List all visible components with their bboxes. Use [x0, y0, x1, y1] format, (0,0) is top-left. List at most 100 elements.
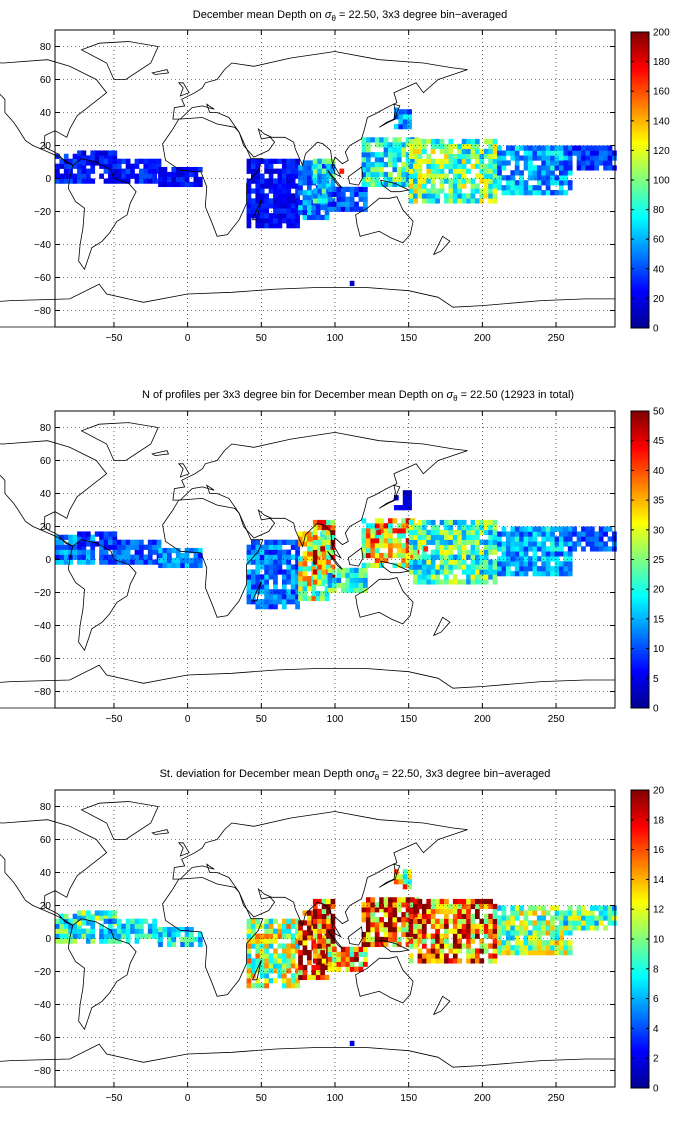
colorbar-tick-label: 8 — [653, 964, 659, 975]
data-cell — [483, 564, 489, 570]
data-cell — [264, 948, 269, 954]
data-cell — [541, 536, 547, 542]
data-cell — [461, 943, 467, 949]
data-cell — [388, 907, 393, 913]
data-cell — [475, 544, 480, 550]
y-tick-label: 40 — [40, 108, 52, 119]
data-cell — [536, 145, 542, 151]
data-cell — [321, 529, 327, 536]
data-cell — [536, 541, 542, 547]
data-cell — [103, 158, 109, 164]
data-cell — [554, 165, 560, 171]
data-cell — [286, 968, 292, 974]
data-cell — [457, 539, 463, 545]
data-cell — [519, 526, 524, 532]
data-cell — [559, 170, 564, 176]
data-cell — [158, 181, 163, 188]
data-cell — [488, 153, 493, 159]
data-cell — [519, 531, 524, 537]
data-cell — [273, 574, 278, 580]
data-cell — [277, 183, 283, 189]
data-cell — [361, 562, 367, 569]
data-cell — [90, 168, 96, 174]
data-cell — [264, 564, 269, 570]
data-cell — [510, 905, 516, 911]
data-cell — [330, 923, 336, 929]
data-cell — [281, 953, 287, 959]
data-cell — [143, 933, 149, 939]
data-cell — [479, 574, 485, 580]
data-cell — [563, 190, 569, 196]
data-cell — [448, 903, 454, 910]
data-cell — [417, 524, 423, 531]
data-cell — [264, 223, 269, 229]
colorbar-tick-label: 100 — [653, 176, 670, 187]
data-cell — [298, 165, 303, 171]
data-cell — [383, 557, 389, 564]
data-cell — [439, 183, 445, 189]
data-cell — [598, 910, 604, 916]
data-cell — [290, 948, 296, 954]
data-cell — [321, 524, 327, 531]
data-cell — [358, 951, 364, 957]
data-cell — [167, 557, 172, 564]
data-cell — [312, 168, 318, 174]
data-cell — [550, 546, 555, 552]
data-cell — [112, 928, 118, 934]
data-cell — [298, 920, 303, 926]
data-cell — [361, 147, 367, 153]
data-cell — [541, 920, 547, 926]
data-cell — [349, 196, 355, 202]
data-cell — [330, 569, 336, 575]
data-cell — [302, 551, 308, 557]
data-cell — [112, 544, 118, 550]
data-cell — [497, 925, 502, 931]
data-cell — [393, 107, 399, 113]
data-cell — [585, 165, 591, 171]
data-cell — [281, 163, 287, 169]
data-cell — [298, 536, 303, 542]
data-cell — [594, 920, 600, 926]
data-cell — [413, 193, 418, 199]
data-cell — [255, 933, 261, 939]
data-cell — [273, 938, 278, 944]
data-cell — [281, 943, 287, 949]
data-cell — [340, 191, 346, 197]
data-cell — [273, 948, 278, 954]
data-cell — [407, 500, 412, 506]
data-cell — [108, 531, 113, 537]
data-cell — [536, 150, 542, 156]
data-cell — [251, 928, 256, 934]
data-cell — [523, 945, 529, 951]
data-cell — [158, 562, 163, 569]
data-cell — [290, 539, 296, 545]
data-cell — [567, 536, 573, 542]
data-cell — [413, 549, 418, 555]
data-cell — [430, 554, 436, 560]
data-cell — [392, 166, 398, 173]
data-cell — [116, 539, 122, 545]
data-cell — [81, 531, 87, 537]
data-cell — [563, 940, 569, 946]
data-cell — [497, 155, 502, 161]
coastline — [67, 158, 137, 271]
data-cell — [475, 549, 480, 555]
data-cell — [457, 908, 463, 915]
data-cell — [255, 599, 261, 605]
data-cell — [567, 180, 573, 186]
data-cell — [354, 951, 359, 957]
data-cell — [448, 958, 454, 964]
data-cell — [379, 543, 384, 549]
data-cell — [452, 163, 458, 169]
data-cell — [72, 158, 78, 164]
data-cell — [475, 898, 480, 905]
colorbar-tick-label: 120 — [653, 146, 670, 157]
data-cell — [158, 171, 163, 178]
data-cell — [264, 574, 269, 580]
y-tick-label: 80 — [40, 423, 52, 434]
data-cell — [286, 173, 292, 179]
data-cell — [550, 180, 555, 186]
data-cell — [90, 928, 96, 934]
coastline — [432, 616, 451, 637]
data-cell — [417, 544, 423, 550]
